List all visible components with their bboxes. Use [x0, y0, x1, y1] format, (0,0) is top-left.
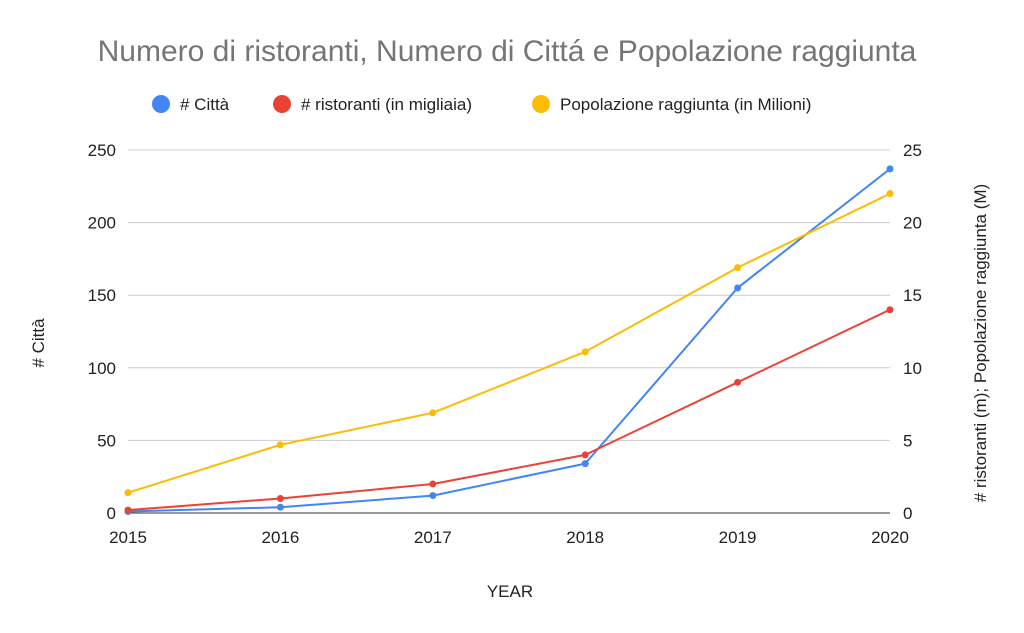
y-axis-left-label: # Città	[29, 318, 48, 368]
data-point-citt	[276, 503, 284, 511]
legend-label-ristoranti-in-migliaia: # ristoranti (in migliaia)	[301, 95, 472, 114]
series-line-citt	[127, 168, 891, 513]
data-point-ristoranti-in-migliaia	[734, 378, 742, 386]
x-tick-label: 2017	[414, 528, 452, 547]
y-right-tick-label: 20	[903, 214, 922, 233]
series-line-popolazione-raggiunta-in-milioni	[127, 192, 891, 494]
right-axis-ticks: 0 5 10 15 20 25	[903, 141, 922, 523]
data-point-popolazione-raggiunta-in-milioni	[734, 264, 742, 272]
y-left-tick-label: 0	[107, 504, 116, 523]
data-point-citt	[429, 492, 437, 500]
y-right-tick-label: 5	[903, 431, 912, 450]
legend-marker-ristoranti-in-migliaia	[273, 95, 291, 113]
series-line-ristoranti-in-migliaia	[127, 308, 891, 512]
y-left-tick-label: 150	[88, 286, 116, 305]
data-point-ristoranti-in-migliaia	[581, 451, 589, 459]
x-tick-label: 2018	[566, 528, 604, 547]
chart-title: Numero di ristoranti, Numero di Cittá e …	[98, 35, 917, 68]
y-right-tick-label: 10	[903, 359, 922, 378]
data-point-ristoranti-in-migliaia	[429, 480, 437, 488]
legend-label-popolazione-raggiunta-in-milioni: Popolazione raggiunta (in Milioni)	[560, 95, 811, 114]
data-point-popolazione-raggiunta-in-milioni	[886, 190, 894, 198]
data-point-popolazione-raggiunta-in-milioni	[429, 409, 437, 417]
legend-marker-citt	[152, 95, 170, 113]
x-tick-label: 2016	[261, 528, 299, 547]
y-right-tick-label: 0	[903, 504, 912, 523]
data-point-ristoranti-in-migliaia	[886, 306, 894, 314]
x-tick-label: 2015	[109, 528, 147, 547]
data-point-citt	[886, 165, 894, 173]
data-point-ristoranti-in-migliaia	[276, 494, 284, 502]
data-point-popolazione-raggiunta-in-milioni	[276, 441, 284, 449]
data-point-citt	[734, 284, 742, 292]
data-point-popolazione-raggiunta-in-milioni	[124, 489, 132, 497]
y-left-tick-label: 250	[88, 141, 116, 160]
series-points	[124, 165, 894, 516]
y-left-tick-label: 100	[88, 359, 116, 378]
y-left-tick-label: 200	[88, 214, 116, 233]
data-point-popolazione-raggiunta-in-milioni	[581, 348, 589, 356]
x-tick-label: 2020	[871, 528, 909, 547]
gridlines	[128, 149, 890, 514]
legend: # Città # ristoranti (in migliaia) Popolaz…	[152, 95, 811, 114]
series-lines	[127, 168, 891, 513]
legend-marker-popolazione-raggiunta-in-milioni	[532, 95, 550, 113]
left-axis-ticks: 0 50 100 150 200 250	[88, 141, 116, 523]
y-right-tick-label: 15	[903, 286, 922, 305]
x-axis-label: YEAR	[487, 582, 533, 601]
y-axis-right-label: # ristoranti (m); Popolazione raggiunta …	[971, 184, 990, 502]
y-left-tick-label: 50	[97, 431, 116, 450]
x-tick-label: 2019	[719, 528, 757, 547]
legend-label-citt: # Città	[180, 95, 230, 114]
y-right-tick-label: 25	[903, 141, 922, 160]
data-point-ristoranti-in-migliaia	[124, 506, 132, 514]
x-axis-ticks: 2015 2016 2017 2018 2019 2020	[109, 528, 909, 547]
data-point-citt	[581, 460, 589, 468]
